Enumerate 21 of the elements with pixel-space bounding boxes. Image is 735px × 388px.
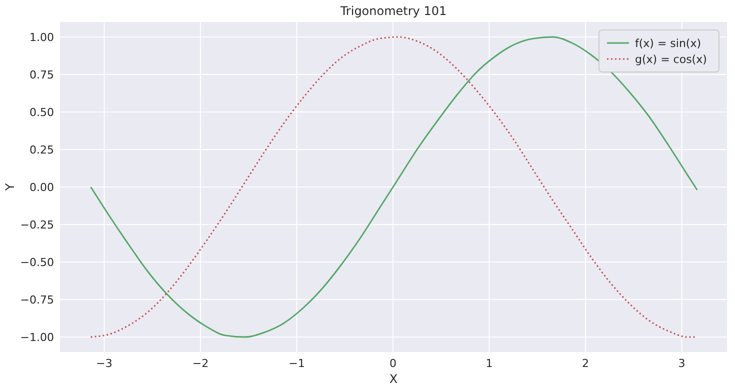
x-tick-label: 1 <box>486 357 493 370</box>
x-tick-label: −2 <box>192 357 209 370</box>
chart-title: Trigonometry 101 <box>339 4 447 18</box>
y-tick-label: 0.00 <box>30 181 54 194</box>
x-tick-label: −3 <box>96 357 112 370</box>
y-tick-label: −0.25 <box>20 218 54 232</box>
y-tick-label: 0.50 <box>30 106 54 119</box>
y-tick-label: −1.00 <box>20 331 54 344</box>
x-tick-label: 2 <box>582 357 590 370</box>
y-tick-label: −0.75 <box>20 294 54 306</box>
legend-label: g(x) = cos(x) <box>635 53 707 66</box>
x-axis-title: X <box>389 372 398 386</box>
y-axis-title: Y <box>3 182 17 192</box>
y-tick-label: 1.00 <box>30 31 54 44</box>
y-tick-label: 0.25 <box>30 144 54 156</box>
x-tick-label: 0 <box>390 357 397 370</box>
legend-label: f(x) = sin(x) <box>635 37 702 50</box>
y-tick-label: 0.75 <box>30 68 54 82</box>
x-tick-label: 3 <box>678 357 686 370</box>
y-tick-label: −0.50 <box>20 256 54 269</box>
x-tick-label: −1 <box>288 357 305 370</box>
